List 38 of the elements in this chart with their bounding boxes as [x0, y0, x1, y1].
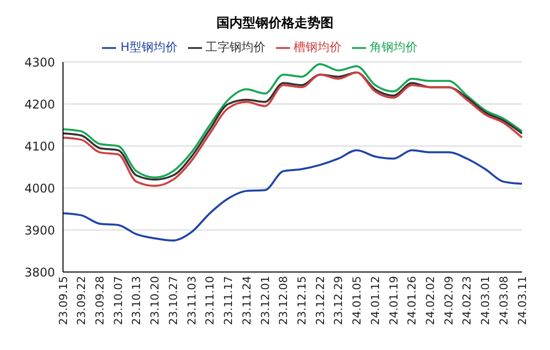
- y-tick-label: 4200: [24, 97, 55, 112]
- line-series: [62, 149, 523, 242]
- legend-label: H型钢均价: [120, 40, 178, 54]
- x-tick-label: 23.11.24: [240, 276, 254, 325]
- x-tick-label: 24.03.01: [479, 276, 492, 325]
- y-tick-label: 3900: [24, 223, 55, 238]
- x-tick-label: 23.10.13: [130, 276, 144, 325]
- x-tick-label: 24.01.05: [350, 276, 364, 325]
- x-tick-label: 23.11.10: [204, 276, 217, 325]
- x-tick-label: 23.10.27: [166, 276, 180, 325]
- y-tick-label: 4300: [24, 55, 55, 70]
- x-tick-label: 23.09.28: [94, 276, 107, 325]
- chart-title: 国内型钢价格走势图: [216, 15, 334, 33]
- y-tick-label: 3800: [24, 265, 55, 280]
- x-tick-label: 24.02.23: [460, 276, 474, 325]
- x-tick-label: 24.01.26: [406, 276, 419, 325]
- x-tick-label: 23.09.22: [75, 276, 88, 325]
- y-tick-label: 4100: [24, 139, 55, 154]
- x-tick-label: 24.03.11: [516, 276, 529, 325]
- x-tick-label: 23.12.22: [314, 276, 327, 325]
- x-tick-label: 24.01.12: [368, 276, 382, 325]
- x-tick-label: 24.02.02: [424, 276, 438, 325]
- y-tick-label: 4000: [24, 181, 55, 196]
- x-tick-label: 24.02.09: [442, 276, 456, 325]
- legend-label: 工字钢均价: [206, 40, 266, 54]
- x-tick-label: 23.11.17: [222, 276, 236, 325]
- x-tick-label: 23.11.03: [185, 276, 198, 325]
- x-tick-label: 23.10.07: [112, 276, 125, 325]
- x-tick-label: 23.09.15: [56, 276, 70, 325]
- x-tick-label: 23.12.08: [277, 276, 290, 325]
- x-tick-label: 23.12.29: [332, 276, 346, 325]
- x-tick-label: 24.01.19: [387, 276, 400, 325]
- x-tick-label: 23.12.01: [258, 276, 272, 325]
- x-tick-label: 23.10.20: [148, 276, 162, 325]
- legend-label: 角钢均价: [370, 40, 418, 54]
- legend-label: 槽钢均价: [294, 40, 342, 54]
- x-tick-label: 23.12.15: [295, 276, 308, 325]
- x-tick-label: 24.03.08: [497, 276, 510, 325]
